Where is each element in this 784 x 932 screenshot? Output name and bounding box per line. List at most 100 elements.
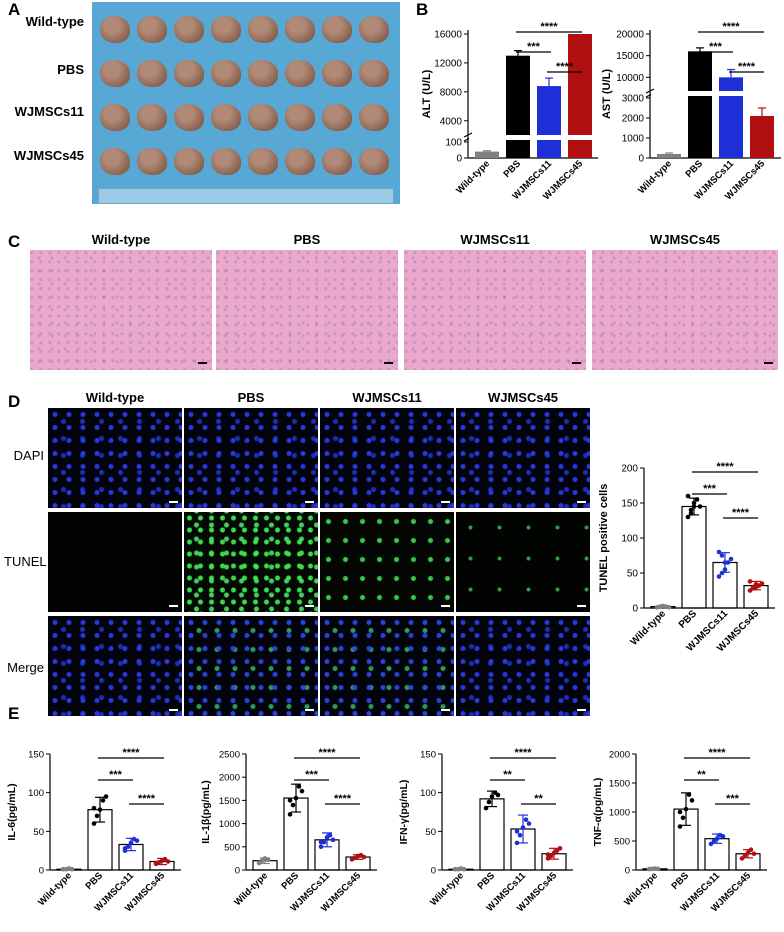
liver-specimen xyxy=(285,60,315,87)
he-image-wild-type xyxy=(30,250,212,370)
liver-specimen xyxy=(285,104,315,131)
scale-bar xyxy=(764,362,773,364)
scale-bar xyxy=(305,501,314,503)
y-axis-label: IL-1β(pg/mL) xyxy=(200,780,212,844)
y-tick-label: 1000 xyxy=(622,134,645,145)
liver-specimen xyxy=(359,60,389,87)
panel-a-row-label: WJMSCs11 xyxy=(14,104,84,119)
liver-specimen xyxy=(248,60,278,87)
bar xyxy=(479,798,505,871)
y-tick-label: 2000 xyxy=(622,114,645,125)
panel-a-row-label: Wild-type xyxy=(25,14,84,29)
liver-specimen xyxy=(285,148,315,175)
axis-break xyxy=(645,88,655,94)
y-tick-label: 2500 xyxy=(219,750,240,761)
y-tick-label: 20000 xyxy=(616,30,644,41)
liver-specimen xyxy=(211,148,241,175)
significance-label: **** xyxy=(540,21,558,33)
data-point xyxy=(720,834,726,839)
panel-d-col-label: PBS xyxy=(237,390,265,405)
y-tick-label: 100 xyxy=(621,534,638,545)
significance-label: **** xyxy=(138,793,156,805)
panel-c-col-label: PBS xyxy=(293,232,321,247)
x-tick-label: PBS xyxy=(670,870,692,892)
scale-bar xyxy=(305,605,314,607)
y-tick-label: 3000 xyxy=(622,94,645,105)
liver-specimen xyxy=(174,60,204,87)
dapi-wjmscs45 xyxy=(456,408,590,508)
data-point xyxy=(495,792,501,798)
data-point xyxy=(742,853,748,858)
data-point xyxy=(719,553,725,558)
liver-specimen xyxy=(248,148,278,175)
significance-label: *** xyxy=(527,41,541,53)
y-axis-label: IFN-γ(pg/mL) xyxy=(398,780,410,845)
y-tick-label: 0 xyxy=(625,866,630,877)
data-point xyxy=(318,839,324,845)
y-tick-label: 0 xyxy=(638,154,644,165)
tunel-wild-type xyxy=(48,512,182,612)
he-image-wjmscs45 xyxy=(592,250,778,370)
dapi-pbs xyxy=(184,408,318,508)
y-tick-label: 1000 xyxy=(609,808,630,819)
data-point xyxy=(165,859,171,864)
y-tick-label: 100 xyxy=(28,788,44,799)
liver-specimen xyxy=(211,16,241,43)
liver-specimen xyxy=(211,104,241,131)
y-tick-label: 50 xyxy=(627,569,639,580)
data-point xyxy=(330,837,336,843)
break-strip xyxy=(469,135,598,140)
data-point xyxy=(750,584,756,590)
y-tick-label: 8000 xyxy=(440,87,463,98)
panel-a-row-label: WJMSCs45 xyxy=(13,148,84,163)
y-tick-label: 200 xyxy=(621,464,638,475)
panel-letter-c: C xyxy=(8,232,21,251)
bar xyxy=(688,51,712,159)
x-tick-label: PBS xyxy=(684,158,706,180)
y-tick-label: 100 xyxy=(420,788,436,799)
y-tick-label: 0 xyxy=(632,604,638,615)
data-point xyxy=(299,788,305,794)
y-tick-label: 1500 xyxy=(609,779,630,790)
x-tick-label: PBS xyxy=(502,158,524,180)
liver-specimen xyxy=(322,148,352,175)
significance-label: ** xyxy=(697,769,706,781)
data-point xyxy=(689,798,695,803)
y-tick-label: 50 xyxy=(425,827,436,838)
dapi-wild-type xyxy=(48,408,182,508)
liver-specimen xyxy=(100,60,130,87)
data-point xyxy=(719,570,725,576)
panel-c-col-label: Wild-type xyxy=(91,232,151,247)
data-point xyxy=(134,838,140,843)
tunel-wjmscs45 xyxy=(456,512,590,612)
y-tick-label: 10000 xyxy=(616,73,644,84)
significance-label: *** xyxy=(709,41,723,53)
data-point xyxy=(265,857,271,863)
liver-specimen xyxy=(174,148,204,175)
data-point xyxy=(486,799,492,805)
data-point xyxy=(287,798,293,803)
panel-d-row-label: Merge xyxy=(7,660,44,675)
y-tick-label: 100 xyxy=(445,138,462,149)
data-point xyxy=(122,846,128,851)
data-point xyxy=(103,794,109,799)
data-point xyxy=(514,829,520,834)
liver-photo xyxy=(92,2,400,204)
y-tick-label: 16000 xyxy=(434,30,462,41)
significance-label: **** xyxy=(738,61,756,73)
axis-break xyxy=(463,132,473,138)
significance-label: **** xyxy=(732,507,750,519)
y-tick-label: 2000 xyxy=(219,773,240,784)
y-axis-label: IL-6(pg/mL) xyxy=(6,783,18,840)
scale-bar xyxy=(384,362,393,364)
x-tick-label: PBS xyxy=(280,870,302,892)
data-point xyxy=(517,832,523,838)
data-point xyxy=(747,579,753,584)
liver-specimen xyxy=(322,60,352,87)
break-strip xyxy=(651,91,782,96)
scale-bar xyxy=(441,709,450,711)
tunel-pbs xyxy=(184,512,318,612)
data-point xyxy=(716,549,722,555)
